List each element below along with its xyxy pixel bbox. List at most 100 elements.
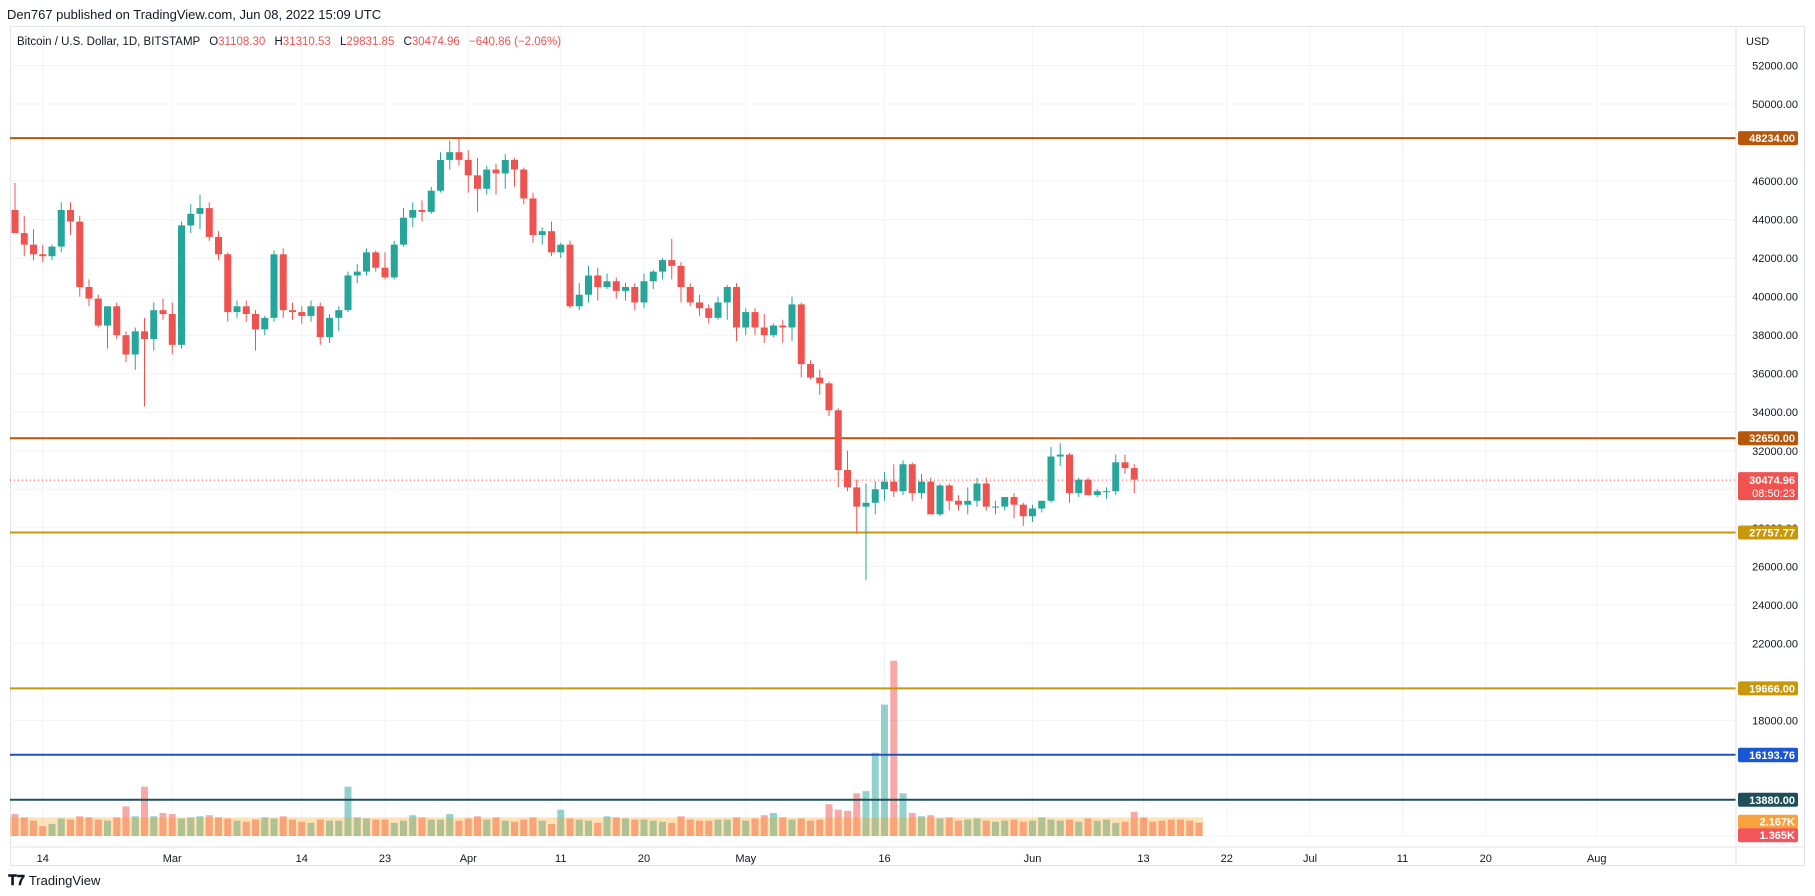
time-tick-label: Apr — [460, 853, 477, 865]
candle-body — [1075, 479, 1083, 494]
candle-body — [677, 265, 685, 288]
price-tick-label: 50000.00 — [1752, 99, 1798, 111]
volume-bar — [973, 818, 981, 836]
time-tick-label: Jun — [1024, 853, 1042, 865]
volume-bar — [890, 660, 898, 836]
symbol-title: Bitcoin / U.S. Dollar, 1D, BITSTAMP — [17, 36, 201, 48]
time-tick-label: Jul — [1303, 853, 1317, 865]
candle-body — [252, 314, 259, 330]
candle-body — [215, 236, 222, 255]
price-tick-label: 42000.00 — [1752, 253, 1798, 265]
volume-bar — [131, 816, 139, 836]
candle-body — [1047, 456, 1055, 501]
volume-bar — [85, 817, 93, 836]
volume-bar — [1177, 819, 1184, 836]
time-tick-label: Mar — [163, 853, 182, 865]
candle-body — [733, 287, 740, 328]
candle-body — [187, 213, 195, 226]
candle-body — [696, 302, 703, 309]
candle-body — [585, 275, 592, 295]
candle-body — [714, 302, 722, 318]
candle-body — [964, 500, 972, 505]
level-price-badge: 19666.00 — [1749, 683, 1795, 695]
volume-bar — [335, 820, 343, 836]
candle-body — [1066, 454, 1073, 494]
candle-body — [881, 481, 888, 490]
high-label: H — [274, 36, 282, 48]
candle-body — [918, 481, 925, 494]
volume-bar — [233, 820, 241, 836]
volume-bar — [326, 820, 333, 836]
volume-bar — [899, 793, 907, 836]
volume-bar — [1130, 811, 1138, 836]
level-price-badge: 13880.00 — [1749, 795, 1795, 807]
candle-body — [945, 485, 953, 501]
volume-bar — [1001, 820, 1009, 836]
volume-bar — [270, 818, 278, 836]
candle-body — [622, 287, 629, 291]
candle-body — [261, 317, 269, 330]
volume-bar — [770, 813, 777, 836]
volume-bar — [316, 819, 324, 836]
volume-bar — [779, 817, 787, 836]
close-label: C — [404, 36, 412, 48]
price-tick-label: 38000.00 — [1752, 330, 1798, 342]
candle-body — [150, 310, 158, 340]
volume-bar — [825, 804, 833, 836]
volume-bar — [1140, 817, 1147, 836]
volume-bar — [11, 814, 19, 836]
level-price-badge-bg — [1738, 131, 1798, 146]
volume-bar — [104, 820, 111, 836]
candle-body — [85, 287, 93, 299]
volume-bar — [353, 817, 361, 836]
last-price-badge: 30474.96 — [1749, 475, 1795, 487]
volume-bar — [437, 819, 444, 836]
candle-body — [529, 198, 537, 236]
level-price-badge-bg — [1738, 525, 1798, 540]
volume-bar — [566, 818, 574, 836]
brand-name: TradingView — [28, 872, 101, 888]
time-tick-label: 13 — [1137, 853, 1149, 865]
candle-body — [862, 502, 870, 507]
low-value: 29831.85 — [346, 36, 394, 48]
volume-bar — [501, 820, 509, 836]
volume-bar — [1149, 821, 1157, 836]
volume-bar — [196, 816, 204, 836]
candle-body — [344, 275, 352, 311]
candle-body — [668, 260, 676, 266]
level-price-badge-bg — [1738, 792, 1798, 807]
candle-body — [770, 325, 777, 336]
volume-bar — [511, 821, 518, 836]
volume-bar — [760, 815, 768, 836]
volume-bar — [955, 820, 962, 836]
candle-body — [871, 489, 879, 503]
volume-bar — [1186, 820, 1194, 836]
candle-body — [797, 304, 805, 365]
candle-body — [1038, 500, 1046, 509]
extra-price-badge: 16193.76 — [1749, 750, 1795, 762]
candle-body — [890, 481, 898, 492]
candle-body — [353, 271, 361, 276]
candle-body — [233, 306, 241, 313]
candle-body — [464, 159, 472, 176]
time-tick-label: 14 — [37, 853, 49, 865]
candle-body — [1112, 462, 1120, 492]
time-tick-label: 20 — [638, 853, 650, 865]
candle-body — [20, 233, 28, 245]
candle-body — [372, 252, 380, 268]
candle-body — [742, 312, 750, 328]
volume-bar — [788, 819, 796, 836]
volume-bar — [918, 816, 925, 836]
time-tick-label: May — [735, 853, 756, 865]
candle-body — [270, 254, 278, 318]
candle-body — [575, 294, 583, 307]
price-tick-label: 18000.00 — [1752, 715, 1798, 727]
volume-bar — [39, 826, 47, 836]
candle-body — [298, 312, 306, 316]
volume-bar — [205, 815, 213, 836]
time-axis: 14 Mar 14 23 Apr 11 20 May 16 Jun 13 22 Jul 11 20 Aug — [10, 846, 1805, 865]
volume-bar — [224, 818, 232, 836]
volume-bar — [122, 806, 130, 836]
candle-body — [11, 209, 19, 234]
